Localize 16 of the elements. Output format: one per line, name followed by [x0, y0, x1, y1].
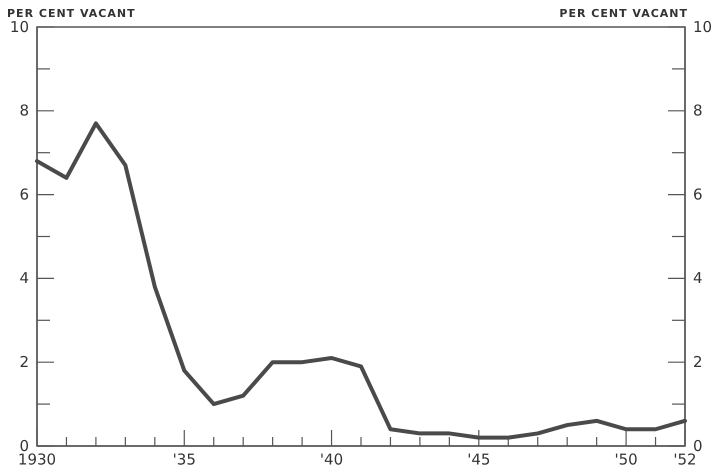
y-tick-label: 2: [19, 353, 29, 371]
x-tick-label: '40: [320, 450, 344, 469]
y2-tick-label: 10: [693, 18, 712, 36]
x-tick-label: '35: [172, 450, 196, 469]
y-tick-label: 10: [10, 18, 29, 36]
y2-tick-label: 2: [693, 353, 703, 371]
y2-tick-label: 4: [693, 269, 703, 288]
y2-tick-label: 8: [693, 102, 703, 120]
y-tick-label: 4: [19, 269, 29, 288]
y-tick-label: 6: [19, 185, 29, 204]
y-tick-label: 8: [19, 102, 29, 120]
y-axis-title: PER CENT VACANT: [7, 7, 136, 20]
x-tick-label: '45: [467, 450, 490, 469]
x-tick-label: '50: [614, 450, 638, 469]
y2-tick-label: 6: [693, 185, 703, 204]
y2-axis-title: PER CENT VACANT: [559, 7, 688, 20]
